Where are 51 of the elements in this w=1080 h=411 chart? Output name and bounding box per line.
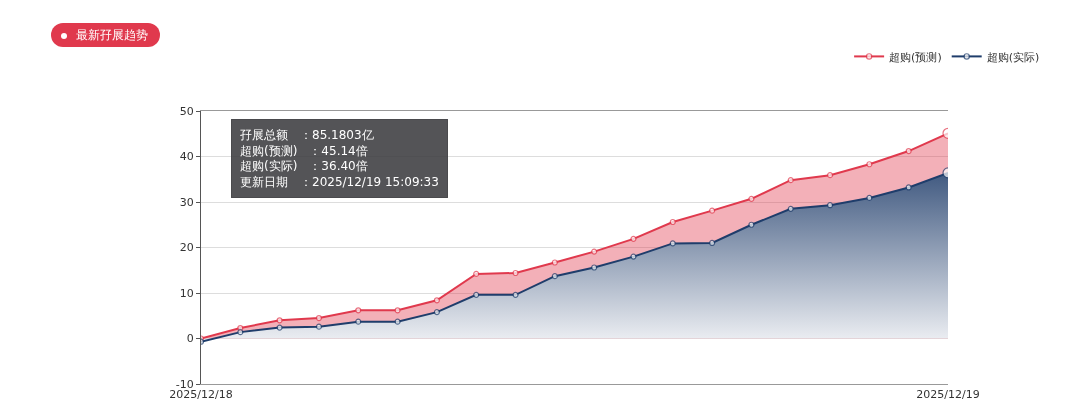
point [276,317,283,324]
point [315,314,323,322]
point [315,323,323,330]
point [709,207,716,214]
point [473,291,480,298]
y-tick-label: 0 [186,332,194,346]
point [512,269,519,277]
chart-title: 最新孖展趋势 [76,28,148,42]
point [748,195,755,202]
point [237,329,244,336]
annotation: 孖展总额 ：85.1803亿 [240,128,374,142]
y-tick-label: 20 [179,241,194,255]
point [669,218,676,226]
point [866,194,873,202]
y-tick-label: 40 [179,150,194,164]
point [630,235,637,242]
annotation: 超购(预测) ：45.14倍 [240,143,368,158]
point [826,172,834,179]
annotation: 超购(实际) ：36.40倍 [240,159,368,174]
legend-label: 超购(预测) [889,50,942,64]
point [433,309,440,316]
point [748,221,755,228]
point [630,253,637,260]
point [787,205,794,212]
point [355,318,362,325]
point [709,239,716,247]
point [512,291,519,298]
x-tick-label: 2025/12/19 [916,388,980,402]
point [473,270,480,277]
point [905,147,912,155]
point [591,264,598,271]
point [866,161,873,168]
point [787,177,794,184]
y-tick-label: 10 [179,286,194,300]
point [276,324,283,331]
point [433,297,440,304]
point [551,273,558,280]
point [826,202,834,209]
annotation: 更新日期 ：2025/12/19 15:09:33 [240,174,439,189]
legend-label: 超购(实际) [986,50,1040,64]
point [905,184,912,191]
point [669,240,676,247]
point [551,259,558,266]
point [394,307,401,314]
y-tick-label: 50 [179,104,194,118]
point [394,318,401,325]
point [591,248,598,255]
y-tick-label: 30 [179,195,194,209]
x-tick-label: 2025/12/18 [169,388,233,402]
point [355,307,362,314]
y-tick-label: -10 [175,377,194,391]
